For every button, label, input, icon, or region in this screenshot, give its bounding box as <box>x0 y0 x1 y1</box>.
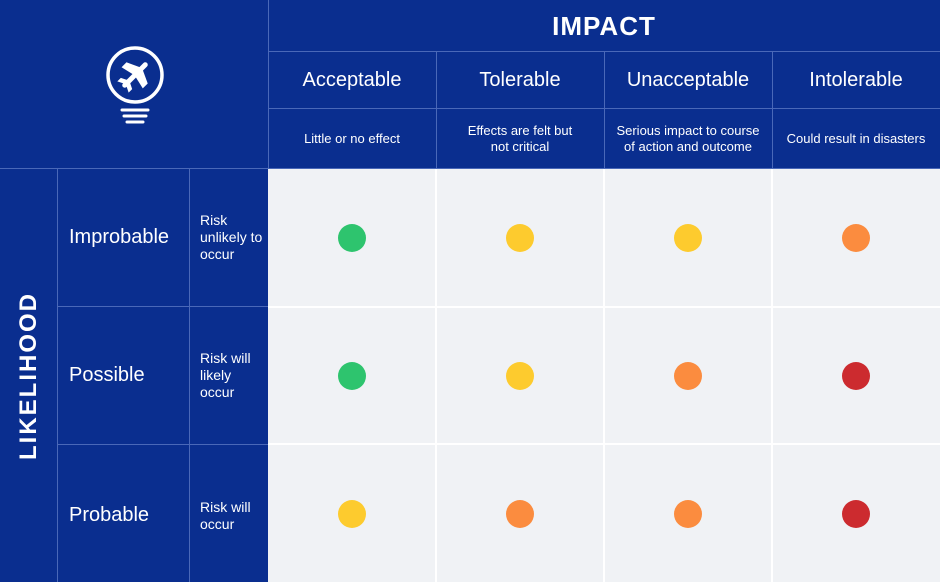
risk-dot-improbable-tolerable <box>506 224 534 252</box>
likelihood-band <box>0 169 268 582</box>
row-description-improbable: Risk unlikely to occur <box>200 212 263 262</box>
risk-dot-probable-unacceptable <box>674 500 702 528</box>
risk-dot-improbable-unacceptable <box>674 224 702 252</box>
row-description-possible: Risk will likely occur <box>200 350 251 400</box>
likelihood-title-cell: LIKELIHOOD <box>0 170 57 582</box>
impact-title: IMPACT <box>552 10 656 41</box>
likelihood-title: LIKELIHOOD <box>14 292 42 460</box>
column-header-tolerable: Tolerable <box>479 68 561 91</box>
column-description-unacceptable: Serious impact to course of action and o… <box>616 123 760 154</box>
risk-dot-probable-intolerable <box>842 500 870 528</box>
risk-dot-probable-acceptable <box>338 500 366 528</box>
row-header-probable: Probable <box>69 504 150 526</box>
row-header-possible: Possible <box>69 364 145 386</box>
column-description-intolerable: Could result in disasters <box>786 131 926 146</box>
risk-dot-improbable-acceptable <box>338 224 366 252</box>
column-header-unacceptable: Unacceptable <box>626 68 750 91</box>
risk-dot-possible-tolerable <box>506 362 534 390</box>
row-header-improbable: Improbable <box>69 226 170 248</box>
column-description-acceptable: Little or no effect <box>304 131 400 146</box>
row-description-probable: Risk will occur <box>200 498 251 532</box>
column-description-tolerable: Effects are felt but not critical <box>467 123 573 154</box>
risk-dot-possible-acceptable <box>338 362 366 390</box>
header-band <box>0 0 940 169</box>
risk-dot-possible-intolerable <box>842 362 870 390</box>
risk-dot-possible-unacceptable <box>674 362 702 390</box>
risk-dot-probable-tolerable <box>506 500 534 528</box>
lightbulb-airplane-icon <box>106 46 164 124</box>
column-header-intolerable: Intolerable <box>809 68 903 91</box>
risk-dot-improbable-intolerable <box>842 224 870 252</box>
column-header-acceptable: Acceptable <box>302 68 402 91</box>
